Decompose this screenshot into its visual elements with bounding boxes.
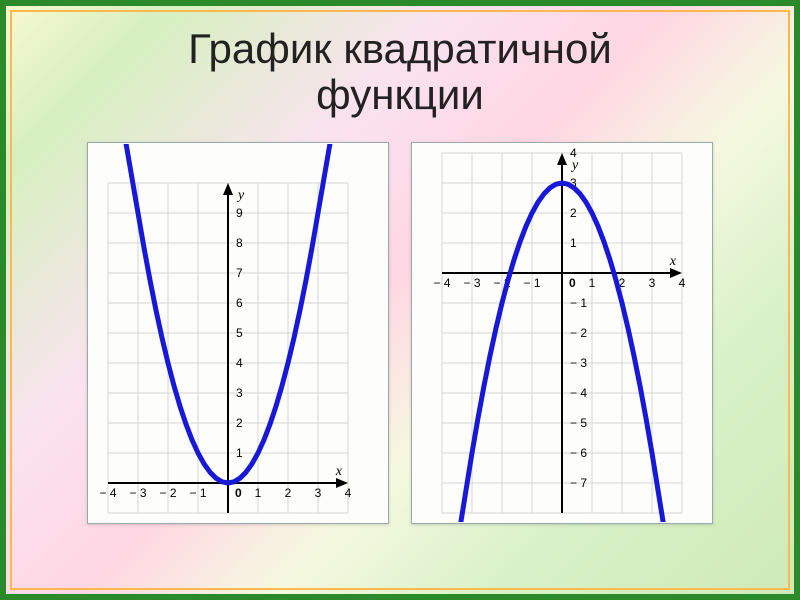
charts-row: − 4− 3− 2− 112341234567890xy − 4− 3− 2− … [12, 142, 788, 524]
svg-text:− 4: − 4 [570, 386, 587, 400]
svg-text:− 2: − 2 [570, 326, 587, 340]
svg-text:9: 9 [236, 206, 243, 220]
svg-text:− 6: − 6 [570, 446, 587, 460]
svg-text:x: x [669, 254, 677, 269]
parabola-down-chart: − 4− 3− 2− 11234− 7− 6− 5− 4− 3− 2− 1123… [411, 142, 713, 524]
parabola-down-svg: − 4− 3− 2− 11234− 7− 6− 5− 4− 3− 2− 1123… [412, 143, 712, 523]
slide-frame: График квадратичной функции − 4 − 3 − 2 − 1… [0, 0, 800, 600]
svg-text:y: y [570, 158, 579, 173]
svg-text:− 5: − 5 [570, 416, 587, 430]
svg-text:1: 1 [255, 486, 262, 500]
svg-text:3: 3 [236, 386, 243, 400]
svg-text:x: x [335, 464, 343, 479]
title-line-2: функции [316, 71, 484, 118]
svg-text:− 4: − 4 [99, 486, 116, 500]
svg-text:− 3: − 3 [463, 276, 480, 290]
svg-text:5: 5 [236, 326, 243, 340]
svg-text:4: 4 [679, 276, 686, 290]
svg-text:− 4: − 4 [433, 276, 450, 290]
svg-text:− 2: − 2 [159, 486, 176, 500]
svg-text:4: 4 [345, 486, 352, 500]
svg-text:− 1: − 1 [189, 486, 206, 500]
svg-text:− 3: − 3 [129, 486, 146, 500]
svg-text:0: 0 [235, 486, 242, 500]
svg-text:3: 3 [649, 276, 656, 290]
parabola-up-svg: − 4 − 3 − 2 − 1 1 2 3 4 1 2 3 4 5 6 7 8 9 0 x y [88, 143, 388, 523]
svg-text:y: y [236, 188, 245, 203]
slide-inner-frame: График квадратичной функции − 4 − 3 − 2 − 1… [10, 10, 790, 590]
svg-text:− 1: − 1 [523, 276, 540, 290]
title-line-1: График квадратичной [188, 25, 612, 72]
slide-title: График квадратичной функции [12, 26, 788, 118]
svg-text:7: 7 [236, 266, 243, 280]
svg-text:0: 0 [569, 276, 576, 290]
svg-text:4: 4 [236, 356, 243, 370]
svg-text:− 7: − 7 [570, 476, 587, 490]
svg-text:1: 1 [570, 236, 577, 250]
svg-text:− 1: − 1 [570, 296, 587, 310]
svg-text:1: 1 [236, 446, 243, 460]
svg-text:2: 2 [236, 416, 243, 430]
svg-text:3: 3 [315, 486, 322, 500]
svg-text:8: 8 [236, 236, 243, 250]
svg-text:2: 2 [285, 486, 292, 500]
svg-text:1: 1 [589, 276, 596, 290]
svg-text:− 3: − 3 [570, 356, 587, 370]
svg-text:2: 2 [570, 206, 577, 220]
svg-text:6: 6 [236, 296, 243, 310]
parabola-up-chart: − 4 − 3 − 2 − 1 1 2 3 4 1 2 3 4 5 6 7 8 9 0 x y [87, 142, 389, 524]
